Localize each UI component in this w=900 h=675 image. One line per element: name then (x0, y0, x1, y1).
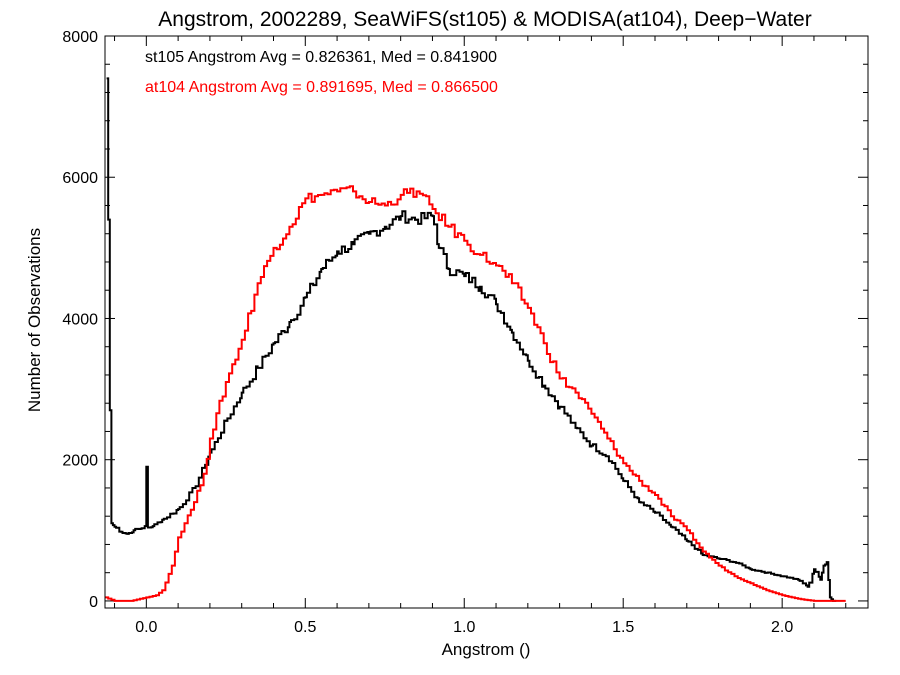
annotation-st105-stats: st105 Angstrom Avg = 0.826361, Med = 0.8… (145, 49, 497, 66)
y-tick-label: 0 (89, 594, 98, 611)
y-tick-label: 4000 (62, 311, 98, 328)
y-tick-label: 6000 (62, 170, 98, 187)
x-tick-label: 1.0 (453, 619, 475, 636)
series-at104-line (105, 185, 846, 602)
y-tick-label: 2000 (62, 453, 98, 470)
x-tick-label: 1.5 (612, 619, 634, 636)
series-st105-line (106, 77, 837, 602)
plot-area-frame (104, 35, 869, 609)
annotation-at104-stats: at104 Angstrom Avg = 0.891695, Med = 0.8… (145, 79, 498, 96)
y-axis-label: Number of Observations (25, 228, 44, 412)
x-tick-label: 2.0 (771, 619, 793, 636)
chart-title: Angstrom, 2002289, SeaWiFS(st105) & MODI… (158, 8, 811, 31)
axis-ticks: 0.0 0.5 1.0 1.5 2.0 0 2000 4000 6000 8000 (62, 29, 868, 636)
x-tick-label: 0.0 (135, 619, 157, 636)
x-tick-label: 0.5 (294, 619, 316, 636)
y-tick-label: 8000 (62, 29, 98, 46)
series-lines (105, 77, 846, 602)
x-axis-label: Angstrom () (442, 640, 531, 659)
